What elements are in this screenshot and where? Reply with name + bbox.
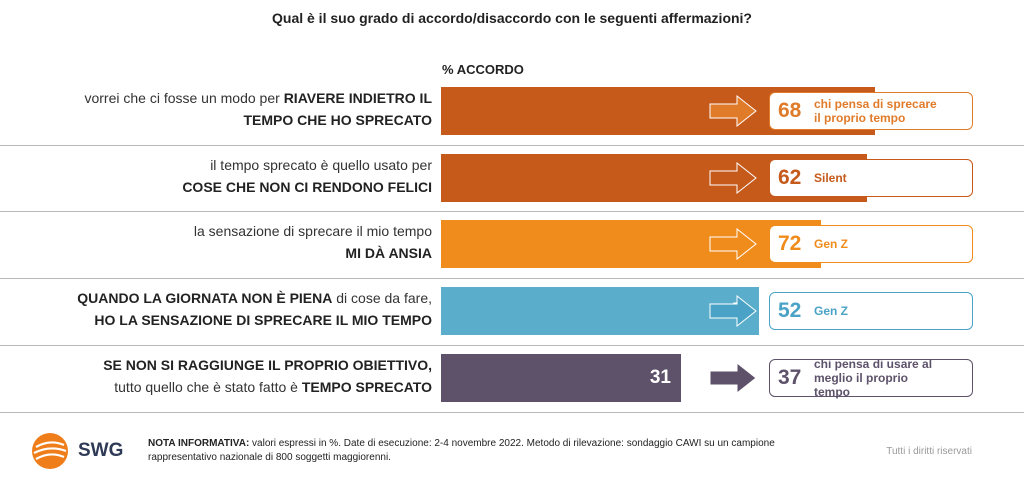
label-segment: vorrei che ci fosse un modo per xyxy=(84,90,284,106)
label-segment: il tempo sprecato è quello usato per xyxy=(210,157,432,173)
label-segment: MI DÀ ANSIA xyxy=(345,245,432,261)
arrow-right-icon xyxy=(709,95,757,127)
row-divider xyxy=(0,278,1024,279)
chart-title: Qual è il suo grado di accordo/disaccord… xyxy=(272,10,752,26)
row-label-line: vorrei che ci fosse un modo per RIAVERE … xyxy=(12,87,432,109)
callout-box: 72 Gen Z xyxy=(769,225,973,263)
callout-value: 37 xyxy=(778,366,802,389)
label-segment: SE NON SI RAGGIUNGE IL PROPRIO OBIETTIVO… xyxy=(103,357,432,373)
column-header: % ACCORDO xyxy=(442,62,524,77)
row-divider xyxy=(0,345,1024,346)
callout-value: 72 xyxy=(778,232,802,255)
logo-text: SWG xyxy=(78,440,124,461)
row-label: il tempo sprecato è quello usato per COSE… xyxy=(12,154,432,198)
row-label-line: COSE CHE NON CI RENDONO FELICI xyxy=(12,176,432,198)
callout-value: 68 xyxy=(778,99,802,122)
callout-box: 52 Gen Z xyxy=(769,292,973,330)
label-segment: TEMPO CHE HO SPRECATO xyxy=(243,112,432,128)
callout-value: 62 xyxy=(778,166,802,189)
label-segment: la sensazione di sprecare il mio tempo xyxy=(193,223,432,239)
label-segment: di cose da fare, xyxy=(332,290,432,306)
callout-text: Gen Z xyxy=(814,237,849,251)
note-text: valori espressi in %. Date di esecuzione… xyxy=(148,438,775,463)
swg-logo-icon xyxy=(32,433,68,469)
callout-box: 68 chi pensa di sprecare il proprio tempo xyxy=(769,92,973,130)
label-segment: RIAVERE INDIETRO IL xyxy=(283,90,432,106)
callout-value: 52 xyxy=(778,299,802,322)
arrow-right-icon xyxy=(709,362,757,394)
arrow-right-icon xyxy=(709,228,757,260)
arrow-right-icon xyxy=(709,162,757,194)
label-segment: HO LA SENSAZIONE DI SPRECARE IL MIO TEMP… xyxy=(94,312,432,328)
callout-box: 62 Silent xyxy=(769,159,973,197)
bar: 41 xyxy=(441,287,759,335)
row-label-line: MI DÀ ANSIA xyxy=(12,242,432,264)
arrow-right-icon xyxy=(709,295,757,327)
row-label: vorrei che ci fosse un modo per RIAVERE … xyxy=(12,87,432,131)
label-segment: QUANDO LA GIORNATA NON È PIENA xyxy=(77,290,333,306)
callout-text: chi pensa di sprecare il proprio tempo xyxy=(814,97,937,125)
bar-value-label: 31 xyxy=(649,367,671,388)
row-label-line: TEMPO CHE HO SPRECATO xyxy=(12,109,432,131)
row-divider xyxy=(0,145,1024,146)
callout-text: Gen Z xyxy=(814,304,849,318)
row-label-line: QUANDO LA GIORNATA NON È PIENA di cose d… xyxy=(12,287,432,309)
row-label-line: tutto quello che è stato fatto è TEMPO S… xyxy=(12,376,432,398)
row-label-line: SE NON SI RAGGIUNGE IL PROPRIO OBIETTIVO… xyxy=(12,354,432,376)
row-label-line: la sensazione di sprecare il mio tempo xyxy=(12,220,432,242)
row-divider xyxy=(0,211,1024,212)
row-label: QUANDO LA GIORNATA NON È PIENA di cose d… xyxy=(12,287,432,331)
row-label-line: il tempo sprecato è quello usato per xyxy=(12,154,432,176)
bar: 49 xyxy=(441,220,821,268)
row-label: SE NON SI RAGGIUNGE IL PROPRIO OBIETTIVO… xyxy=(12,354,432,398)
row-label: la sensazione di sprecare il mio tempo MI… xyxy=(12,220,432,264)
bar: 31 xyxy=(441,354,681,402)
label-segment: TEMPO SPRECATO xyxy=(301,379,432,395)
callout-text: Silent xyxy=(814,171,847,185)
row-label-line: HO LA SENSAZIONE DI SPRECARE IL MIO TEMP… xyxy=(12,309,432,331)
label-segment: tutto quello che è stato fatto è xyxy=(114,379,302,395)
footer-note: NOTA INFORMATIVA: valori espressi in %. … xyxy=(148,437,838,465)
label-segment: COSE CHE NON CI RENDONO FELICI xyxy=(182,179,432,195)
rights-text: Tutti i diritti riservati xyxy=(886,446,972,457)
row-divider xyxy=(0,412,1024,413)
callout-text: chi pensa di usare al meglio il proprio … xyxy=(814,357,933,399)
note-label: NOTA INFORMATIVA: xyxy=(148,438,250,449)
callout-box: 37 chi pensa di usare al meglio il propri… xyxy=(769,357,973,399)
